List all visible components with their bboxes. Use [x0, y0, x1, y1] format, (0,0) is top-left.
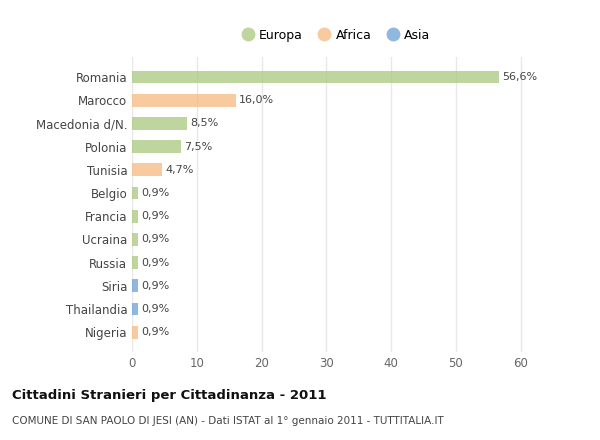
Bar: [132, 140, 181, 153]
Bar: [132, 94, 236, 106]
Bar: [132, 70, 499, 83]
Text: 56,6%: 56,6%: [502, 72, 537, 82]
Text: Cittadini Stranieri per Cittadinanza - 2011: Cittadini Stranieri per Cittadinanza - 2…: [12, 389, 326, 403]
Text: 0,9%: 0,9%: [141, 188, 169, 198]
Bar: [132, 256, 138, 269]
Bar: [132, 117, 187, 130]
Text: 8,5%: 8,5%: [190, 118, 218, 128]
Text: 0,9%: 0,9%: [141, 281, 169, 291]
Text: 4,7%: 4,7%: [166, 165, 194, 175]
Legend: Europa, Africa, Asia: Europa, Africa, Asia: [238, 25, 434, 46]
Text: 7,5%: 7,5%: [184, 142, 212, 152]
Bar: [132, 210, 138, 223]
Text: 0,9%: 0,9%: [141, 304, 169, 314]
Bar: [132, 163, 163, 176]
Text: 0,9%: 0,9%: [141, 211, 169, 221]
Text: 16,0%: 16,0%: [239, 95, 274, 105]
Bar: [132, 279, 138, 292]
Text: 0,9%: 0,9%: [141, 257, 169, 268]
Bar: [132, 187, 138, 199]
Text: COMUNE DI SAN PAOLO DI JESI (AN) - Dati ISTAT al 1° gennaio 2011 - TUTTITALIA.IT: COMUNE DI SAN PAOLO DI JESI (AN) - Dati …: [12, 416, 444, 426]
Text: 0,9%: 0,9%: [141, 235, 169, 244]
Bar: [132, 233, 138, 246]
Text: 0,9%: 0,9%: [141, 327, 169, 337]
Bar: [132, 303, 138, 315]
Bar: [132, 326, 138, 339]
